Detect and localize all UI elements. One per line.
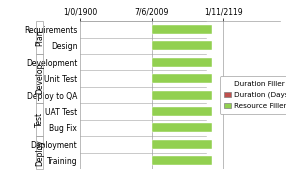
Bar bbox=[152, 140, 212, 149]
Legend: Duration Filler, Duration (Days), Resource Filler: Duration Filler, Duration (Days), Resour… bbox=[220, 76, 286, 114]
Bar bbox=[152, 74, 212, 83]
Bar bbox=[152, 90, 212, 100]
Text: Develop: Develop bbox=[35, 63, 44, 94]
Bar bbox=[36, 103, 43, 136]
Bar bbox=[36, 136, 43, 169]
Bar bbox=[152, 25, 212, 34]
Bar bbox=[152, 107, 212, 116]
Bar bbox=[36, 54, 43, 103]
Text: Test: Test bbox=[35, 112, 44, 127]
Bar bbox=[152, 123, 212, 132]
Bar bbox=[152, 156, 212, 165]
Text: Plan: Plan bbox=[35, 29, 44, 46]
Bar bbox=[152, 58, 212, 67]
Bar bbox=[36, 21, 43, 54]
Bar bbox=[152, 41, 212, 50]
Text: Deploy: Deploy bbox=[35, 139, 44, 166]
